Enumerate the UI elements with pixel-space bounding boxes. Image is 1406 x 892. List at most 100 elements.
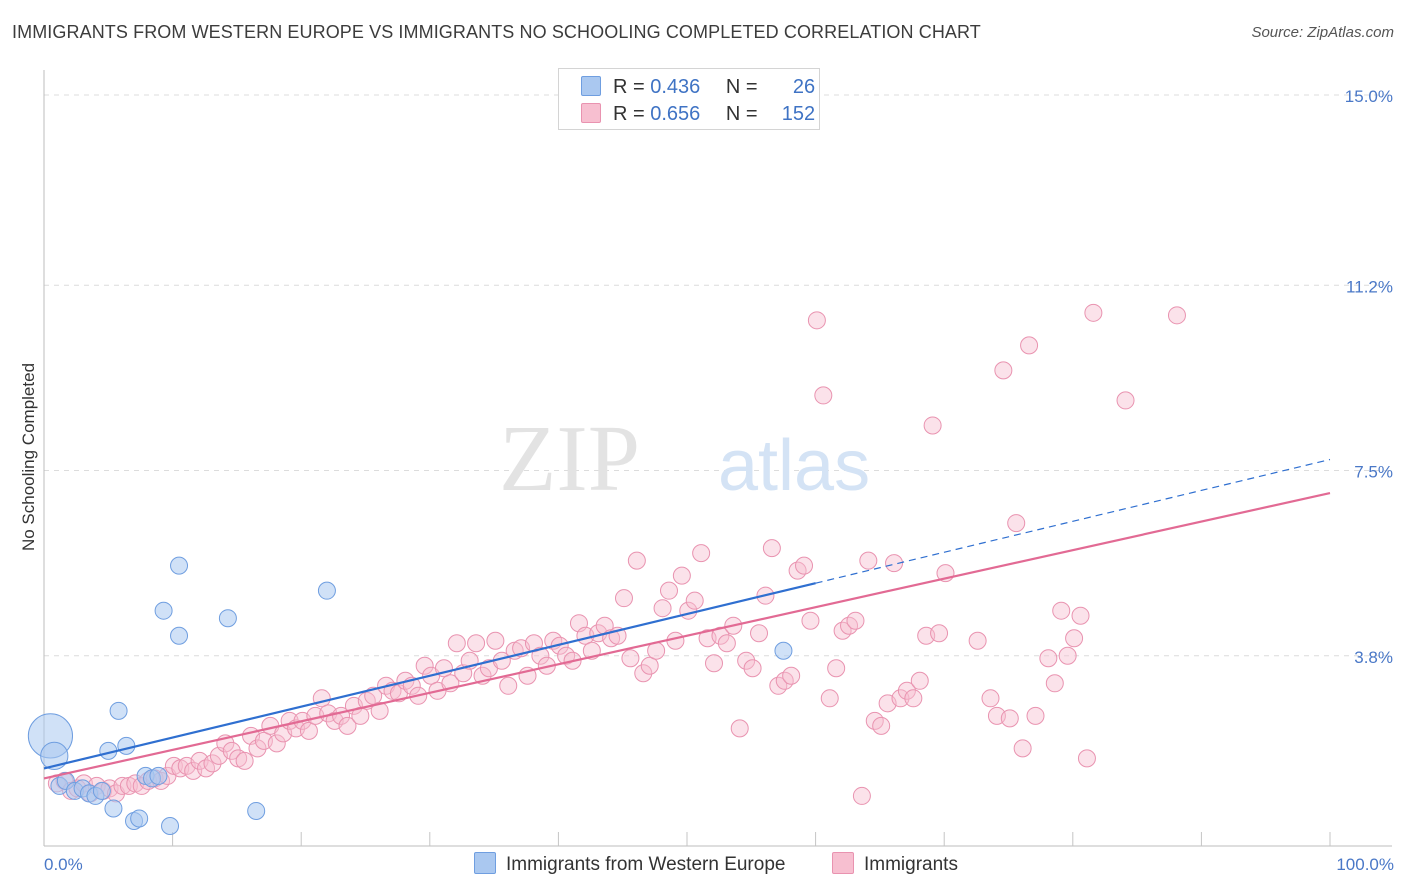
bottom-legend-swatch-blue: [474, 852, 496, 874]
legend-n-value: 152: [781, 103, 816, 125]
immigrants-point: [1045, 674, 1064, 693]
western-europe-point: [40, 741, 69, 770]
y-axis-title: No Schooling Completed: [19, 363, 38, 551]
immigrants-point: [1039, 649, 1058, 668]
western-europe-point: [170, 626, 189, 645]
immigrants-point: [801, 611, 820, 630]
western-europe-points: [27, 556, 793, 835]
bottom-legend-label: Immigrants from Western Europe: [506, 854, 786, 875]
western-europe-trend-line: [43, 582, 816, 770]
immigrants-point: [1084, 303, 1103, 322]
gridlines: [44, 94, 1392, 657]
legend-n-value: 26: [792, 76, 816, 98]
y-tick-labels: 3.8% 7.5% 11.2% 15.0%: [1345, 87, 1393, 667]
immigrants-point: [852, 786, 871, 805]
y-tick-label: 15.0%: [1345, 87, 1393, 106]
watermark-zip: ZIP: [499, 407, 640, 511]
immigrants-point: [614, 589, 633, 608]
immigrants-points: [47, 303, 1186, 805]
western-europe-point: [218, 609, 237, 628]
bottom-legend-swatch-pink: [832, 852, 854, 874]
immigrants-point: [743, 659, 762, 678]
legend-r-label: R =: [613, 103, 645, 125]
immigrants-point: [634, 664, 653, 683]
western-europe-point: [154, 601, 173, 620]
western-europe-point: [109, 701, 128, 720]
immigrants-point: [859, 551, 878, 570]
immigrants-point: [1167, 306, 1186, 325]
immigrants-point: [248, 739, 267, 758]
y-tick-label: 3.8%: [1354, 648, 1393, 667]
legend-r-value: 0.656: [650, 103, 701, 125]
immigrants-point: [994, 361, 1013, 380]
immigrants-point: [897, 681, 916, 700]
immigrants-point: [750, 624, 769, 643]
immigrants-point: [447, 634, 466, 653]
watermark-atlas: atlas: [718, 426, 870, 506]
immigrants-point: [1000, 709, 1019, 728]
western-europe-point: [161, 816, 180, 835]
bottom-legend-western-europe: Immigrants from Western Europe: [474, 852, 785, 876]
immigrants-point: [820, 689, 839, 708]
immigrants-point: [467, 634, 486, 653]
immigrants-point: [203, 754, 222, 773]
immigrants-point: [1026, 706, 1045, 725]
immigrants-point: [968, 631, 987, 650]
immigrants-point: [1065, 629, 1084, 648]
immigrants-point: [795, 556, 814, 575]
legend-n-label: N =: [725, 76, 758, 98]
immigrants-point: [807, 311, 826, 330]
immigrants-point: [1013, 739, 1032, 758]
bottom-legend-immigrants: Immigrants: [832, 852, 958, 876]
immigrants-point: [872, 716, 891, 735]
legend-r-value: 0.436: [650, 76, 701, 98]
immigrants-point: [904, 689, 923, 708]
western-europe-point: [130, 809, 149, 828]
western-europe-point: [247, 801, 266, 820]
legend-swatch-blue: [581, 76, 601, 96]
source-label: Source: ZipAtlas.com: [1251, 24, 1394, 41]
immigrants-point: [981, 689, 1000, 708]
immigrants-point: [222, 741, 241, 760]
watermark: ZIP atlas: [499, 407, 870, 511]
immigrants-point: [299, 721, 318, 740]
immigrants-point: [1058, 646, 1077, 665]
immigrants-point: [705, 654, 724, 673]
immigrants-point: [267, 734, 286, 753]
immigrants-point: [685, 591, 704, 610]
x-tick-label-max: 100.0%: [1336, 855, 1394, 874]
immigrants-point: [235, 751, 254, 770]
legend-row-immigrants: R = 0.656 N = 152: [581, 103, 815, 127]
immigrants-point: [885, 554, 904, 573]
immigrants-point: [499, 676, 518, 695]
western-europe-point: [92, 781, 111, 800]
immigrants-point: [338, 716, 357, 735]
immigrants-point: [930, 624, 949, 643]
legend-row-western-europe: R = 0.436 N = 26: [581, 76, 815, 100]
immigrants-point: [672, 566, 691, 585]
immigrants-point: [891, 689, 910, 708]
immigrants-point: [910, 671, 929, 690]
immigrants-point: [1052, 601, 1071, 620]
immigrants-point: [531, 646, 550, 665]
y-tick-label: 7.5%: [1354, 463, 1393, 482]
chart-title: IMMIGRANTS FROM WESTERN EUROPE VS IMMIGR…: [12, 22, 981, 42]
immigrants-point: [659, 581, 678, 600]
western-europe-point: [317, 581, 336, 600]
immigrants-point: [415, 656, 434, 675]
stats-legend: R = 0.436 N = 26 R = 0.656 N = 152: [558, 68, 820, 130]
immigrants-point: [1077, 749, 1096, 768]
x-tick-marks: [172, 832, 1331, 846]
immigrants-point: [1116, 391, 1135, 410]
immigrants-point: [846, 611, 865, 630]
x-tick-label-min: 0.0%: [44, 855, 83, 874]
immigrants-point: [621, 649, 640, 668]
immigrants-point: [717, 634, 736, 653]
western-europe-trend-extension: [815, 458, 1331, 584]
western-europe-point: [149, 766, 168, 785]
y-tick-label: 11.2%: [1346, 277, 1393, 296]
immigrants-point: [814, 386, 833, 405]
immigrants-point: [1071, 606, 1090, 625]
immigrants-point: [737, 651, 756, 670]
